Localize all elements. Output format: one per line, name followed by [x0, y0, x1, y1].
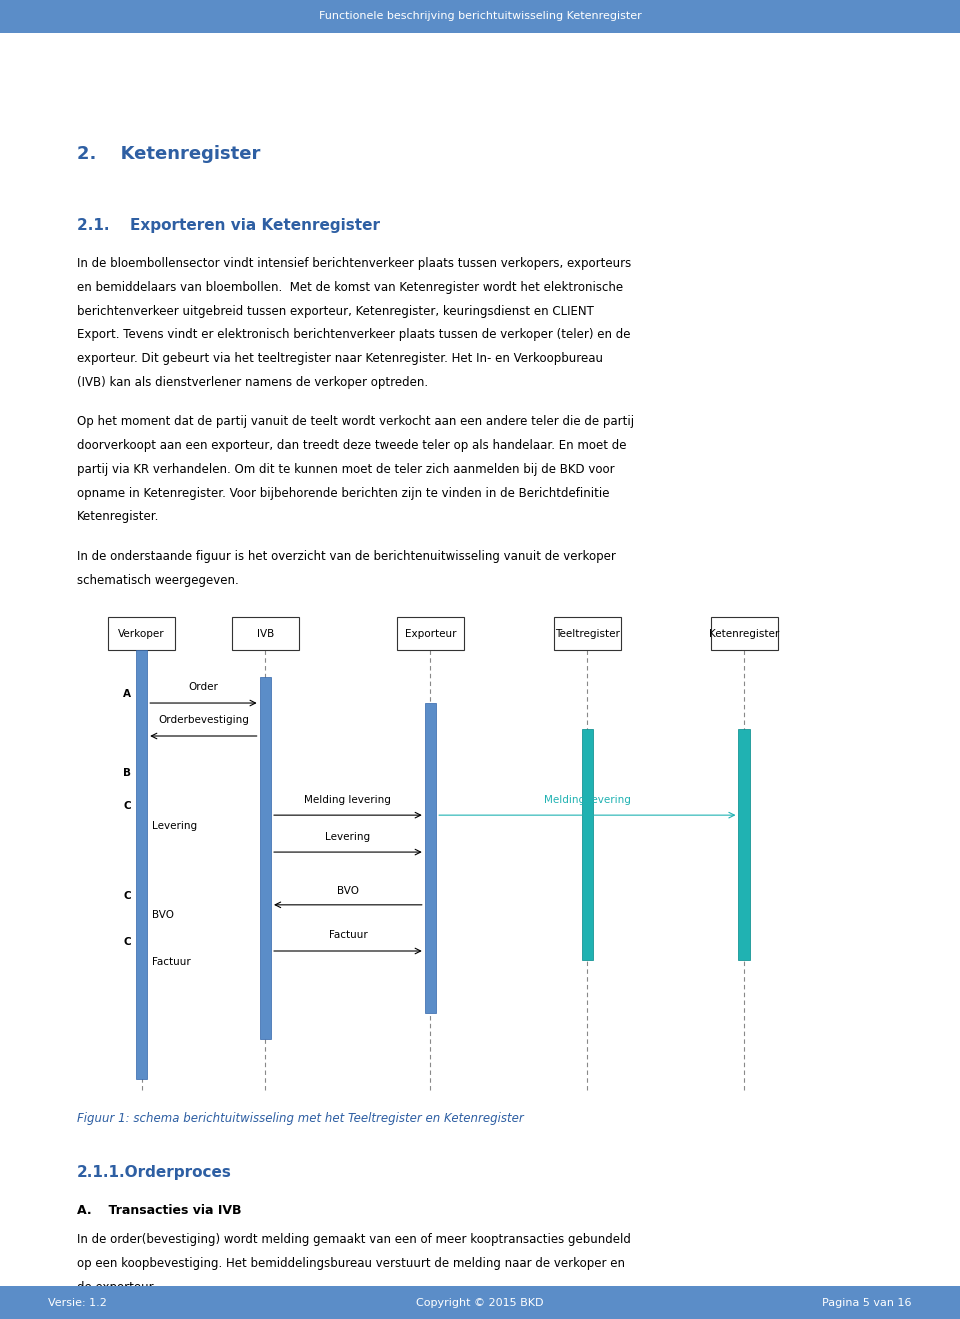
Text: opname in Ketenregister. Voor bijbehorende berichten zijn te vinden in de Berich: opname in Ketenregister. Voor bijbehoren…	[77, 487, 610, 500]
Text: en bemiddelaars van bloembollen.  Met de komst van Ketenregister wordt het elekt: en bemiddelaars van bloembollen. Met de …	[77, 281, 623, 294]
Text: Op het moment dat de partij vanuit de teelt wordt verkocht aan een andere teler : Op het moment dat de partij vanuit de te…	[77, 415, 634, 429]
Text: Versie: 1.2: Versie: 1.2	[48, 1298, 107, 1307]
Text: C: C	[123, 890, 131, 901]
Bar	[231, 617, 299, 650]
Text: 2.  Ketenregister: 2. Ketenregister	[77, 145, 260, 164]
Text: Factuur: Factuur	[328, 930, 368, 940]
Text: Melding levering: Melding levering	[304, 794, 392, 805]
Bar	[135, 650, 147, 1079]
Text: Copyright © 2015 BKD: Copyright © 2015 BKD	[417, 1298, 543, 1307]
Text: Factuur: Factuur	[152, 956, 191, 967]
Bar	[259, 677, 271, 1039]
Text: de exporteur.: de exporteur.	[77, 1281, 156, 1294]
Text: Ketenregister.: Ketenregister.	[77, 510, 159, 524]
Text: Orderbevestiging: Orderbevestiging	[158, 715, 249, 725]
Bar	[554, 617, 621, 650]
Text: 2.1.  Exporteren via Ketenregister: 2.1. Exporteren via Ketenregister	[77, 218, 380, 232]
Bar	[710, 617, 778, 650]
Bar	[738, 729, 750, 960]
Bar	[396, 617, 464, 650]
Text: Export. Tevens vindt er elektronisch berichtenverkeer plaats tussen de verkoper : Export. Tevens vindt er elektronisch ber…	[77, 328, 631, 342]
Text: B: B	[123, 768, 131, 778]
Text: Teeltregister: Teeltregister	[555, 629, 620, 638]
Text: In de bloembollensector vindt intensief berichtenverkeer plaats tussen verkopers: In de bloembollensector vindt intensief …	[77, 257, 631, 270]
Text: Figuur 1: schema berichtuitwisseling met het Teeltregister en Ketenregister: Figuur 1: schema berichtuitwisseling met…	[77, 1112, 523, 1125]
Text: C: C	[123, 801, 131, 811]
Text: berichtenverkeer uitgebreid tussen exporteur, Ketenregister, keuringsdienst en C: berichtenverkeer uitgebreid tussen expor…	[77, 305, 593, 318]
Bar	[108, 617, 175, 650]
Text: IVB: IVB	[256, 629, 274, 638]
Text: A.  Transacties via IVB: A. Transacties via IVB	[77, 1204, 241, 1217]
Text: In de order(bevestiging) wordt melding gemaakt van een of meer kooptransacties g: In de order(bevestiging) wordt melding g…	[77, 1233, 631, 1246]
Text: Verkoper: Verkoper	[118, 629, 165, 638]
Text: doorverkoopt aan een exporteur, dan treedt deze tweede teler op als handelaar. E: doorverkoopt aan een exporteur, dan tree…	[77, 439, 626, 452]
Text: C: C	[123, 936, 131, 947]
Text: (IVB) kan als dienstverlener namens de verkoper optreden.: (IVB) kan als dienstverlener namens de v…	[77, 376, 428, 389]
Text: Pagina 5 van 16: Pagina 5 van 16	[823, 1298, 912, 1307]
Bar	[0, 1286, 960, 1319]
Text: Order: Order	[188, 682, 218, 692]
Text: exporteur. Dit gebeurt via het teeltregister naar Ketenregister. Het In- en Verk: exporteur. Dit gebeurt via het teeltregi…	[77, 352, 603, 365]
Text: Levering: Levering	[152, 820, 197, 831]
Text: Levering: Levering	[325, 831, 371, 842]
Text: In de onderstaande figuur is het overzicht van de berichtenuitwisseling vanuit d: In de onderstaande figuur is het overzic…	[77, 550, 615, 563]
Bar	[424, 703, 436, 1013]
Text: Ketenregister: Ketenregister	[709, 629, 780, 638]
Bar	[0, 0, 960, 33]
Text: Exporteur: Exporteur	[405, 629, 456, 638]
Text: BVO: BVO	[152, 910, 174, 921]
Text: partij via KR verhandelen. Om dit te kunnen moet de teler zich aanmelden bij de : partij via KR verhandelen. Om dit te kun…	[77, 463, 614, 476]
Text: op een koopbevestiging. Het bemiddelingsbureau verstuurt de melding naar de verk: op een koopbevestiging. Het bemiddelings…	[77, 1257, 625, 1270]
Text: A: A	[123, 689, 131, 699]
Text: Functionele beschrijving berichtuitwisseling Ketenregister: Functionele beschrijving berichtuitwisse…	[319, 12, 641, 21]
Text: 2.1.1.Orderproces: 2.1.1.Orderproces	[77, 1165, 231, 1179]
Text: BVO: BVO	[337, 885, 359, 896]
Bar	[582, 729, 593, 960]
Text: Melding levering: Melding levering	[544, 794, 631, 805]
Text: schematisch weergegeven.: schematisch weergegeven.	[77, 574, 238, 587]
